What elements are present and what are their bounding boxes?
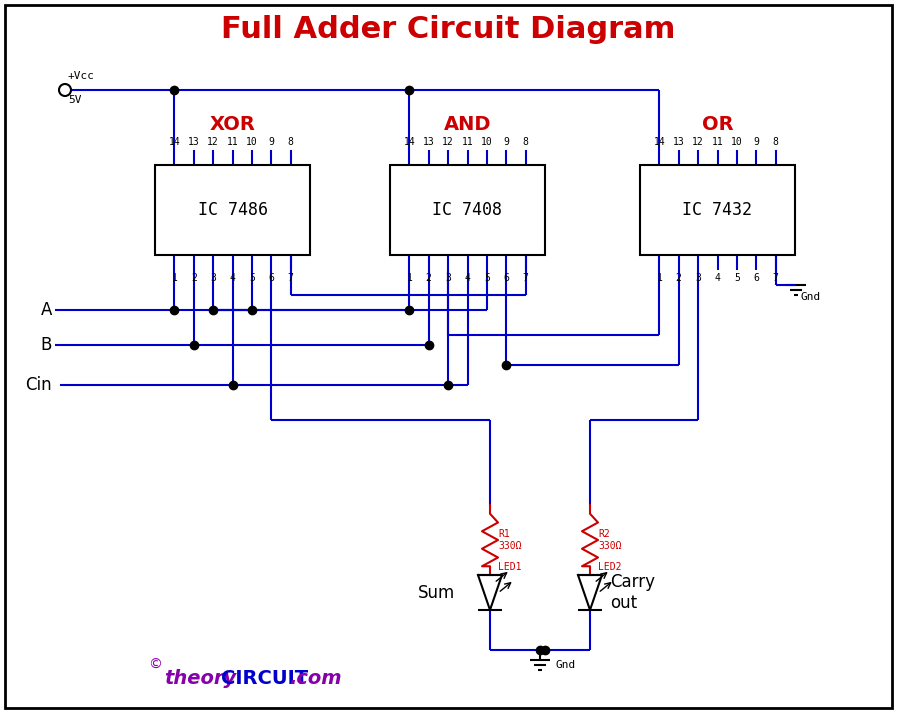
Text: 8: 8 [772,137,779,147]
Text: 4: 4 [715,273,720,283]
Text: LED2: LED2 [598,562,622,572]
Text: IC 7408: IC 7408 [432,201,502,219]
Text: 3: 3 [695,273,701,283]
Text: 6: 6 [503,273,509,283]
Text: 11: 11 [462,137,474,147]
Text: 1: 1 [657,273,662,283]
Text: Cin: Cin [25,376,52,394]
Text: 14: 14 [654,137,666,147]
Text: 11: 11 [227,137,239,147]
Text: 2: 2 [675,273,682,283]
Text: Sum: Sum [418,583,455,602]
Text: 14: 14 [404,137,415,147]
Text: 1: 1 [406,273,413,283]
Text: 9: 9 [503,137,509,147]
Bar [640,165,795,255]
Text: 13: 13 [673,137,684,147]
Text: 6: 6 [753,273,759,283]
Text: 2: 2 [426,273,431,283]
Text: 5: 5 [249,273,255,283]
Text: 5: 5 [484,273,490,283]
Text: Carry
out: Carry out [610,573,655,612]
Text: 7: 7 [523,273,528,283]
Text: 5V: 5V [68,95,82,105]
Text: 13: 13 [422,137,435,147]
Text: B: B [40,336,52,354]
Text: 1: 1 [171,273,178,283]
Text: R2
330Ω: R2 330Ω [598,529,622,551]
Text: R1
330Ω: R1 330Ω [498,529,521,551]
Text: XOR: XOR [210,116,256,135]
Text: 3: 3 [210,273,216,283]
Text: 4: 4 [465,273,470,283]
Text: AND: AND [444,116,492,135]
Text: 3: 3 [445,273,451,283]
Circle shape [59,84,71,96]
Text: 11: 11 [711,137,723,147]
Text: .com: .com [289,669,342,687]
Text: theory: theory [164,669,236,687]
Text: A: A [40,301,52,319]
Text: 14: 14 [169,137,180,147]
Text: 9: 9 [268,137,274,147]
Text: Full Adder Circuit Diagram: Full Adder Circuit Diagram [221,16,675,44]
Text: +Vcc: +Vcc [68,71,95,81]
Text: 12: 12 [442,137,454,147]
Text: LED1: LED1 [498,562,521,572]
Text: 2: 2 [191,273,196,283]
Text: 7: 7 [288,273,293,283]
Text: 10: 10 [731,137,743,147]
Text: 6: 6 [268,273,274,283]
Text: 5: 5 [734,273,740,283]
Text: OR: OR [701,116,734,135]
Text: ©: © [148,658,162,672]
Text: CIRCUIT: CIRCUIT [222,669,309,687]
Text: 13: 13 [187,137,200,147]
Text: IC 7486: IC 7486 [197,201,267,219]
Text: 10: 10 [246,137,257,147]
Text: Gnd: Gnd [801,292,821,302]
Bar [155,165,310,255]
Text: 8: 8 [288,137,293,147]
Text: Gnd: Gnd [555,660,575,670]
Text: 4: 4 [230,273,235,283]
Bar [390,165,545,255]
Text: 12: 12 [207,137,219,147]
Text: 12: 12 [692,137,704,147]
Text: 9: 9 [753,137,759,147]
Text: 8: 8 [523,137,528,147]
Text: IC 7432: IC 7432 [683,201,753,219]
Text: 10: 10 [481,137,492,147]
Text: 7: 7 [772,273,779,283]
